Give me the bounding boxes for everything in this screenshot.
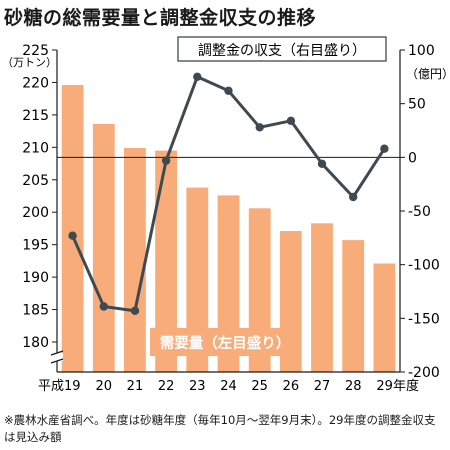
demand-bar xyxy=(311,223,333,372)
x-tick-label: 20 xyxy=(95,379,112,394)
left-tick-label: 195 xyxy=(22,238,49,254)
right-tick-label: 0 xyxy=(408,150,417,166)
left-tick-label: 210 xyxy=(22,140,49,156)
line-legend-box xyxy=(177,36,387,62)
x-tick-label: 28 xyxy=(345,379,362,394)
balance-point xyxy=(224,86,233,96)
demand-bar xyxy=(61,85,84,372)
x-tick-label: 21 xyxy=(127,379,144,394)
demand-bar xyxy=(92,124,115,372)
right-tick-label: 50 xyxy=(408,97,426,113)
demand-bar xyxy=(342,240,365,372)
right-tick-label: -100 xyxy=(408,258,440,274)
left-tick-label: 200 xyxy=(22,205,49,221)
bar-legend-box xyxy=(150,328,300,356)
right-tick-label: 100 xyxy=(408,43,435,59)
axis-break-mark xyxy=(50,350,64,364)
x-tick-label: 26 xyxy=(283,379,300,394)
demand-bar xyxy=(155,150,177,372)
chart-title: 砂糖の総需要量と調整金収支の推移 xyxy=(4,7,317,29)
left-tick-label: 220 xyxy=(22,75,49,91)
left-tick-label: 225 xyxy=(22,43,49,59)
bar-legend-label: 需要量（左目盛り） xyxy=(160,334,291,352)
demand-bar xyxy=(186,187,209,372)
x-tick-label: 25 xyxy=(251,379,268,394)
x-tick-label: 平成19 xyxy=(38,379,81,394)
left-tick-label: 205 xyxy=(22,173,49,189)
right-tick-label: -200 xyxy=(408,365,440,381)
balance-point xyxy=(68,231,77,240)
balance-point xyxy=(130,306,140,315)
balance-point xyxy=(193,72,202,82)
balance-point xyxy=(380,144,389,153)
demand-bar xyxy=(373,263,396,372)
balance-point xyxy=(349,192,358,202)
balance-point xyxy=(286,116,296,126)
balance-point xyxy=(99,302,109,311)
right-tick-label: -150 xyxy=(408,311,440,327)
right-tick-label: -50 xyxy=(408,204,431,220)
left-axis-unit: （万トン） xyxy=(2,56,57,69)
demand-bar xyxy=(217,195,240,372)
x-tick-label: 23 xyxy=(189,379,206,394)
balance-point xyxy=(317,159,327,168)
left-tick-label: 185 xyxy=(22,303,49,319)
balance-point xyxy=(161,156,171,165)
chart: 180185190195200205210215220225（万トン）-200-… xyxy=(2,36,450,394)
source-note: ※農林水産省調べ。年度は砂糖年度（毎年10月～翌年9月末）。29年度の調整金収支… xyxy=(4,413,436,444)
x-tick-label: 22 xyxy=(158,379,175,394)
x-tick-label: 29年度 xyxy=(376,378,419,394)
right-axis-unit: （億円） xyxy=(406,67,450,81)
demand-bar xyxy=(124,148,146,372)
balance-point xyxy=(255,123,264,132)
line-legend-label: 調整金の収支（右目盛り） xyxy=(198,43,366,59)
axis-break-gap xyxy=(51,353,63,361)
x-tick-label: 24 xyxy=(220,379,237,394)
left-tick-label: 180 xyxy=(22,335,49,351)
x-tick-label: 27 xyxy=(314,379,331,394)
left-tick-label: 215 xyxy=(22,108,49,124)
left-tick-label: 190 xyxy=(22,270,49,286)
